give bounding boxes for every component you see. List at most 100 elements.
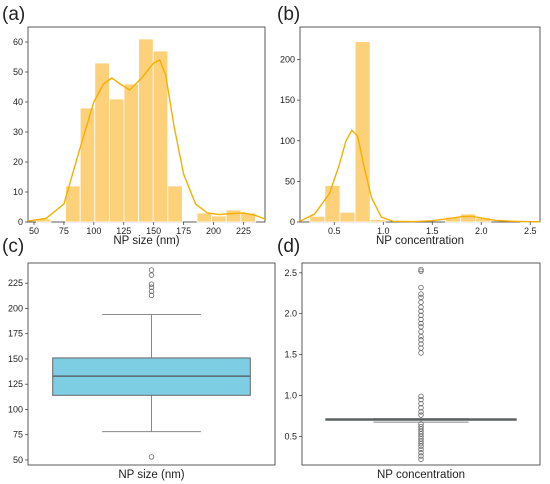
histogram-bar xyxy=(339,211,356,223)
outlier-point xyxy=(418,337,424,343)
outlier-point xyxy=(148,292,155,299)
histogram-bar xyxy=(240,212,256,223)
outlier-point xyxy=(418,320,424,327)
histogram-np-concentration: 0 50 100 150 200 NP concentration 0.5 1.0 1.5 2.0… xyxy=(280,26,541,247)
y-tick-label: 0 xyxy=(18,217,23,227)
histogram-bar xyxy=(324,185,341,223)
y-tick-label: 225 xyxy=(8,278,23,288)
outlier-point xyxy=(418,324,424,330)
y-tick-label: 0 xyxy=(290,217,295,227)
x-axis-label: NP concentration xyxy=(376,235,464,247)
outlier-point xyxy=(418,266,424,273)
y-tick-label: 50 xyxy=(13,67,23,77)
histogram-bar xyxy=(152,50,169,223)
x-tick-label: 2.0 xyxy=(475,226,488,236)
y-tick-label: 100 xyxy=(8,404,23,414)
panel-label-d: (d) xyxy=(277,236,300,257)
y-tick-label: 10 xyxy=(13,187,23,197)
y-tick-label: 200 xyxy=(280,55,295,65)
outlier-point xyxy=(418,450,424,456)
x-tick-label: 1.5 xyxy=(426,226,439,236)
outlier-point xyxy=(418,396,424,403)
x-tick-label: 100 xyxy=(86,226,101,236)
panel-label-c: (c) xyxy=(2,236,24,257)
outlier-point xyxy=(418,446,424,453)
y-tick-label: 1.0 xyxy=(284,390,297,400)
x-axis-label: NP size (nm) xyxy=(113,235,179,247)
outlier-point xyxy=(418,312,424,319)
y-tick-label: 50 xyxy=(285,176,295,186)
x-tick-label: 2.5 xyxy=(524,226,537,236)
boxplot-np-size: 50 75 100 125 150 175 200 225 NP size (nm) xyxy=(8,262,276,481)
outlier-point xyxy=(418,405,424,411)
outlier-point xyxy=(148,454,155,460)
histogram-bar xyxy=(167,185,183,223)
y-tick-label: 2.5 xyxy=(284,268,297,278)
histogram-bar xyxy=(211,215,227,223)
outlier-point xyxy=(148,272,155,278)
kde-curve xyxy=(299,129,541,223)
panel-label-a: (a) xyxy=(2,4,25,25)
x-tick-label: 0.5 xyxy=(328,226,341,236)
y-tick-label: 150 xyxy=(8,354,23,364)
outlier-point xyxy=(418,453,424,459)
x-tick-label: 225 xyxy=(236,226,251,236)
outlier-point xyxy=(418,284,424,291)
x-tick-label: 125 xyxy=(116,226,131,236)
boxplot-np-concentration: 0.5 1.0 1.5 2.0 2.5 NP concentration xyxy=(284,262,541,481)
histogram-bar xyxy=(460,213,477,223)
outlier-point xyxy=(418,291,424,297)
y-tick-label: 1.5 xyxy=(284,350,297,360)
histogram-bar xyxy=(354,41,371,223)
histogram-bar xyxy=(108,98,125,223)
outlier-point xyxy=(148,267,155,273)
histogram-bar xyxy=(123,83,140,223)
x-tick-label: 1.0 xyxy=(377,226,390,236)
histogram-bar xyxy=(225,209,242,223)
y-tick-label: 150 xyxy=(280,95,295,105)
outlier-point xyxy=(418,308,424,314)
y-tick-label: 0.5 xyxy=(284,431,297,441)
plot-frame xyxy=(301,262,541,466)
kde-curve xyxy=(27,59,266,222)
outlier-point xyxy=(418,412,424,418)
y-tick-label: 100 xyxy=(280,136,295,146)
y-tick-label: 20 xyxy=(13,157,23,167)
x-tick-label: 50 xyxy=(29,226,39,236)
histogram-bar xyxy=(196,212,213,223)
y-tick-label: 40 xyxy=(13,97,23,107)
histogram-bar xyxy=(309,215,326,223)
outlier-point xyxy=(148,288,155,294)
outlier-point xyxy=(148,281,155,287)
x-axis-label: NP concentration xyxy=(377,469,465,481)
y-tick-label: 2.0 xyxy=(284,309,297,319)
x-axis-label: NP size (nm) xyxy=(118,469,184,481)
panel-label-b: (b) xyxy=(277,4,300,25)
outlier-point xyxy=(418,393,424,400)
outlier-point xyxy=(418,456,424,462)
y-tick-label: 200 xyxy=(8,303,23,313)
x-tick-label: 200 xyxy=(206,226,221,236)
outlier-point xyxy=(418,341,424,347)
x-tick-label: 150 xyxy=(146,226,161,236)
outlier-point xyxy=(418,345,424,351)
y-tick-label: 50 xyxy=(13,455,23,465)
x-tick-label: 175 xyxy=(176,226,191,236)
outlier-point xyxy=(418,294,424,301)
y-tick-label: 60 xyxy=(13,37,23,47)
x-tick-label: 75 xyxy=(59,226,69,236)
outlier-point xyxy=(418,421,424,427)
histogram-np-size: 0 10 20 30 40 50 60 NP size (nm) 50 75 100 125 150 17… xyxy=(13,26,266,247)
outlier-point xyxy=(418,409,424,415)
y-tick-label: 30 xyxy=(13,127,23,137)
outlier-point xyxy=(418,268,424,274)
y-tick-label: 75 xyxy=(13,430,23,440)
histogram-bar xyxy=(369,219,386,223)
outlier-point xyxy=(418,423,424,430)
outlier-point xyxy=(418,316,424,323)
outlier-point xyxy=(148,284,155,290)
outlier-point xyxy=(418,400,424,407)
y-tick-label: 125 xyxy=(8,379,23,389)
y-tick-label: 175 xyxy=(8,329,23,339)
